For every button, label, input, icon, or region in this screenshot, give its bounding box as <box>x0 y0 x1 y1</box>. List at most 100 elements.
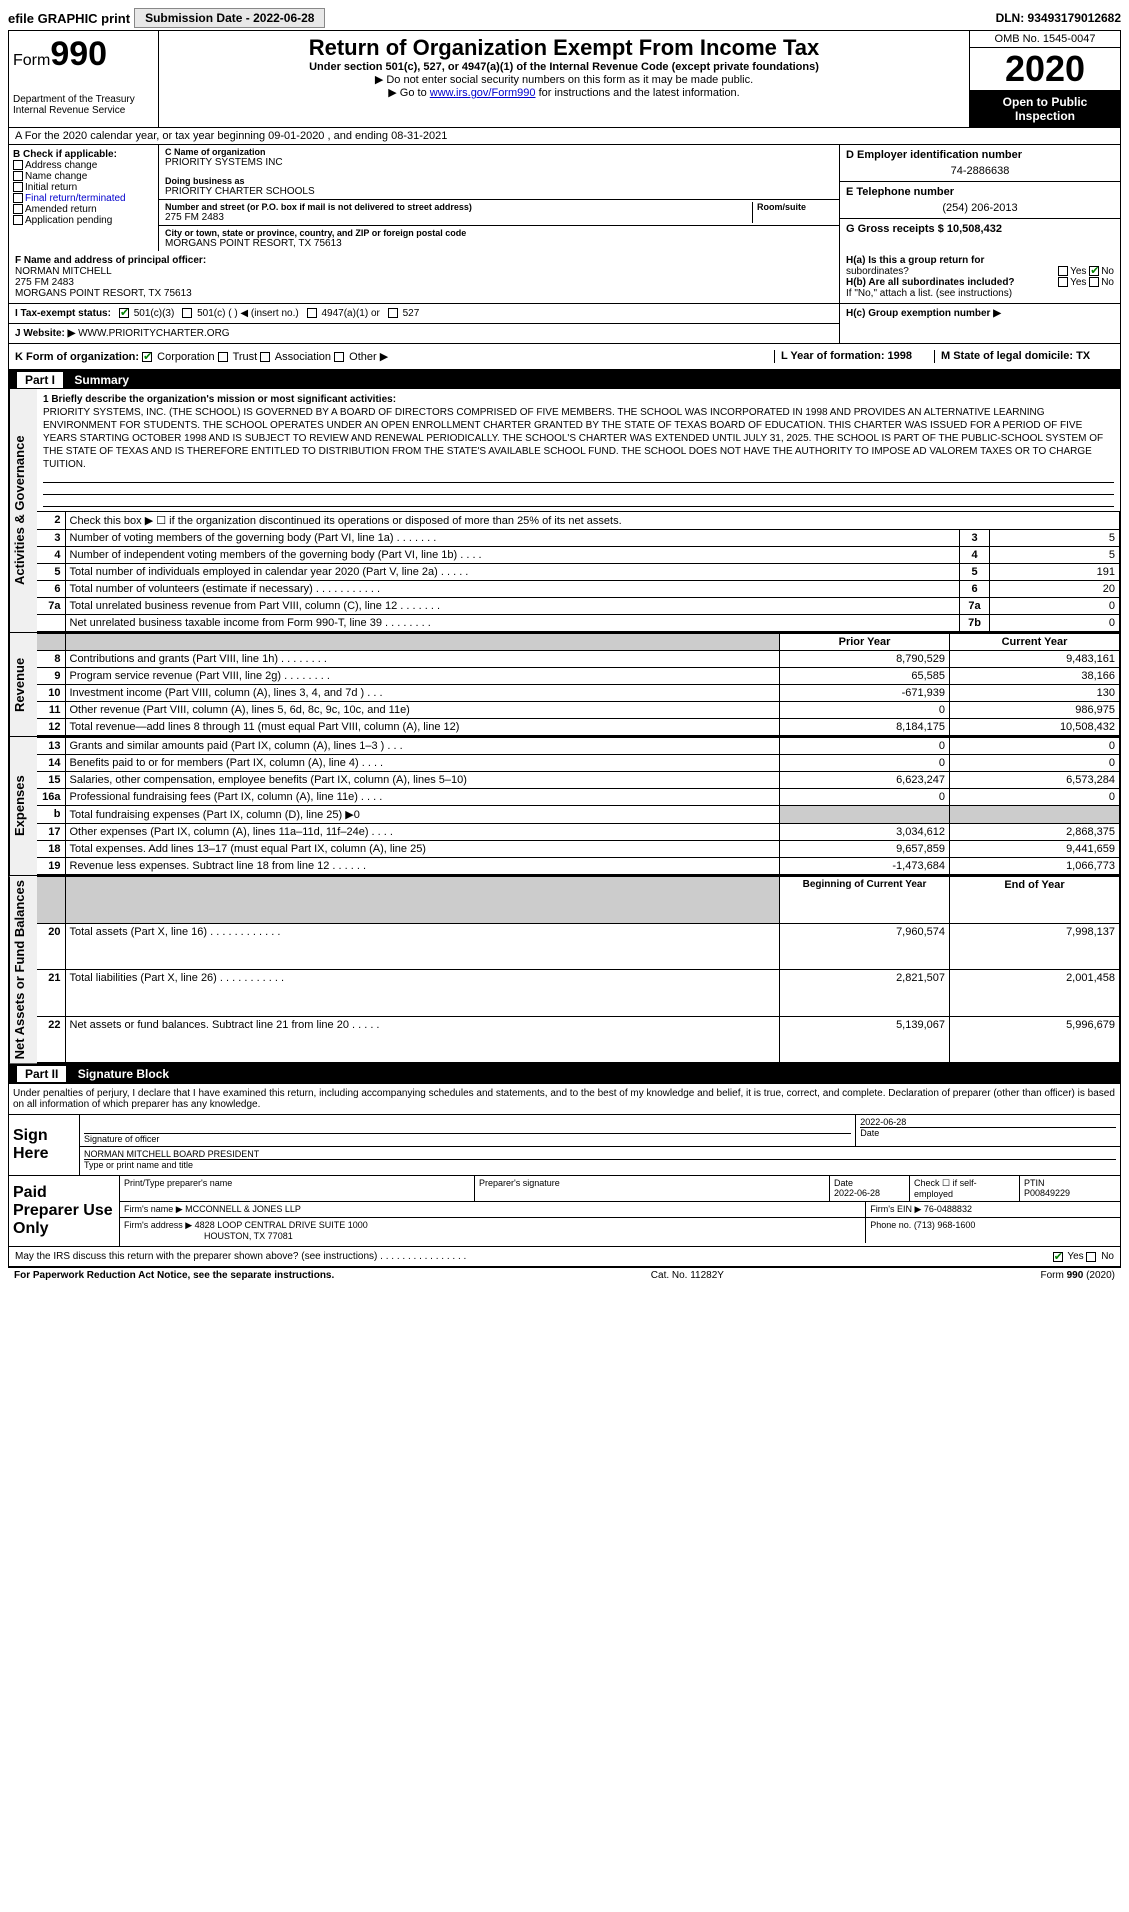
chk-application[interactable]: Application pending <box>13 215 154 226</box>
c8: 9,483,161 <box>950 651 1120 668</box>
c11: 986,975 <box>950 702 1120 719</box>
sig-officer-cell: Signature of officer <box>80 1115 856 1146</box>
ein-value: 74-2886638 <box>846 165 1114 177</box>
paid-preparer-block: Paid Preparer Use Only Print/Type prepar… <box>9 1176 1120 1247</box>
netassets-label: Net Assets or Fund Balances <box>9 876 37 1063</box>
line-22: Net assets or fund balances. Subtract li… <box>65 1016 780 1063</box>
line-12: Total revenue—add lines 8 through 11 (mu… <box>65 719 780 736</box>
signature-declaration: Under penalties of perjury, I declare th… <box>9 1083 1120 1115</box>
prep-date-label: Date <box>834 1178 905 1188</box>
val-5: 191 <box>990 564 1120 581</box>
irs-link[interactable]: www.irs.gov/Form990 <box>430 87 536 99</box>
discuss-row: May the IRS discuss this return with the… <box>9 1247 1120 1267</box>
tax-exempt-row: I Tax-exempt status: 501(c)(3) 501(c) ( … <box>9 304 839 324</box>
line-10: Investment income (Part VIII, column (A)… <box>65 685 780 702</box>
note2-post: for instructions and the latest informat… <box>536 87 740 99</box>
col-b-checkboxes: B Check if applicable: Address change Na… <box>9 145 159 251</box>
line-17: Other expenses (Part IX, column (A), lin… <box>65 824 780 841</box>
line-19: Revenue less expenses. Subtract line 18 … <box>65 858 780 875</box>
expenses-table: 13Grants and similar amounts paid (Part … <box>37 737 1120 875</box>
sig-date: 2022-06-28 <box>860 1117 1116 1127</box>
submission-date-button[interactable]: Submission Date - 2022-06-28 <box>134 8 325 28</box>
col-ij: I Tax-exempt status: 501(c)(3) 501(c) ( … <box>9 304 840 343</box>
current-hdr: Current Year <box>950 634 1120 651</box>
sign-content: Signature of officer 2022-06-28 Date NOR… <box>79 1115 1120 1175</box>
val-3: 5 <box>990 530 1120 547</box>
phone-value: (254) 206-2013 <box>846 202 1114 214</box>
val-7b: 0 <box>990 615 1120 632</box>
chk-name[interactable]: Name change <box>13 171 154 182</box>
omb-number: OMB No. 1545-0047 <box>970 31 1120 48</box>
cat-number: Cat. No. 11282Y <box>651 1270 724 1281</box>
ha-yesno: Yes No <box>1058 266 1114 277</box>
hb-yesno: Yes No <box>1058 277 1114 288</box>
c18: 9,441,659 <box>950 841 1120 858</box>
chk-initial[interactable]: Initial return <box>13 182 154 193</box>
efile-label: efile GRAPHIC print <box>8 11 130 26</box>
revenue-table: Prior YearCurrent Year 8Contributions an… <box>37 633 1120 736</box>
ha-row: H(a) Is this a group return for <box>846 255 1114 266</box>
ha-label: H(a) Is this a group return for <box>846 255 984 266</box>
chk-amended[interactable]: Amended return <box>13 204 154 215</box>
line-16b: Total fundraising expenses (Part IX, col… <box>65 806 780 824</box>
hc-row: H(c) Group exemption number ▶ <box>840 304 1120 343</box>
form-title: Return of Organization Exempt From Incom… <box>163 35 965 61</box>
chk-other[interactable]: Other ▶ <box>334 351 388 363</box>
col-b-header: B Check if applicable: <box>13 149 154 160</box>
p13: 0 <box>780 738 950 755</box>
ein-label: D Employer identification number <box>846 149 1114 161</box>
name-title-cell: NORMAN MITCHELL BOARD PRESIDENT Type or … <box>80 1147 1120 1172</box>
form-org-type: K Form of organization: Corporation Trus… <box>15 350 774 363</box>
p20: 7,960,574 <box>780 923 950 970</box>
top-bar: efile GRAPHIC print Submission Date - 20… <box>8 8 1121 28</box>
prep-date-cell: Date2022-06-28 <box>830 1176 910 1201</box>
chk-trust[interactable]: Trust <box>218 351 258 363</box>
hb-note: If "No," attach a list. (see instruction… <box>846 288 1114 299</box>
c22: 5,996,679 <box>950 1016 1120 1063</box>
governance-table: 2Check this box ▶ ☐ if the organization … <box>37 511 1120 632</box>
governance-section: Activities & Governance 1 Briefly descri… <box>9 389 1120 633</box>
officer-city: MORGANS POINT RESORT, TX 75613 <box>15 288 833 299</box>
type-name-label: Type or print name and title <box>84 1159 1116 1170</box>
line-13: Grants and similar amounts paid (Part IX… <box>65 738 780 755</box>
line-14: Benefits paid to or for members (Part IX… <box>65 755 780 772</box>
line-20: Total assets (Part X, line 16) . . . . .… <box>65 923 780 970</box>
street-value: 275 FM 2483 <box>165 212 748 223</box>
chk-address[interactable]: Address change <box>13 160 154 171</box>
p15: 6,623,247 <box>780 772 950 789</box>
inspection-notice: Open to Public Inspection <box>970 91 1120 127</box>
form-header: Form990 Department of the Treasury Inter… <box>9 31 1120 128</box>
p11: 0 <box>780 702 950 719</box>
chk-501c3[interactable]: 501(c)(3) <box>119 308 174 319</box>
c21: 2,001,458 <box>950 970 1120 1017</box>
sig-date-cell: 2022-06-28 Date <box>856 1115 1120 1146</box>
form-prefix: Form <box>13 52 50 69</box>
c12: 10,508,432 <box>950 719 1120 736</box>
end-hdr: End of Year <box>950 877 1120 924</box>
line-6: Total number of volunteers (estimate if … <box>65 581 960 598</box>
street-label: Number and street (or P.O. box if mail i… <box>165 202 748 212</box>
principal-officer: F Name and address of principal officer:… <box>9 251 840 303</box>
val-7a: 0 <box>990 598 1120 615</box>
chk-corp[interactable]: Corporation <box>142 351 215 363</box>
chk-527[interactable]: 527 <box>388 308 419 319</box>
chk-501c[interactable]: 501(c) ( ) ◀ (insert no.) <box>182 308 298 319</box>
line-15: Salaries, other compensation, employee b… <box>65 772 780 789</box>
chk-4947[interactable]: 4947(a)(1) or <box>307 308 380 319</box>
form-num: 990 <box>50 35 107 73</box>
chk-assoc[interactable]: Association <box>260 351 331 363</box>
firm-addr-cell: Firm's address ▶ 4828 LOOP CENTRAL DRIVE… <box>120 1218 866 1243</box>
firm-addr: 4828 LOOP CENTRAL DRIVE SUITE 1000 <box>195 1220 368 1230</box>
note2-pre: ▶ Go to <box>388 87 429 99</box>
line-7a: Total unrelated business revenue from Pa… <box>65 598 960 615</box>
c17: 2,868,375 <box>950 824 1120 841</box>
chk-final[interactable]: Final return/terminated <box>13 193 154 204</box>
firm-phone-cell: Phone no. (713) 968-1600 <box>866 1218 1120 1243</box>
mission-label: 1 Briefly describe the organization's mi… <box>43 393 1114 406</box>
part2-header: Part II Signature Block <box>9 1065 1120 1083</box>
c15: 6,573,284 <box>950 772 1120 789</box>
p8: 8,790,529 <box>780 651 950 668</box>
footer-row: For Paperwork Reduction Act Notice, see … <box>8 1268 1121 1283</box>
dba-label: Doing business as <box>165 176 833 186</box>
discuss-text: May the IRS discuss this return with the… <box>15 1251 1053 1262</box>
